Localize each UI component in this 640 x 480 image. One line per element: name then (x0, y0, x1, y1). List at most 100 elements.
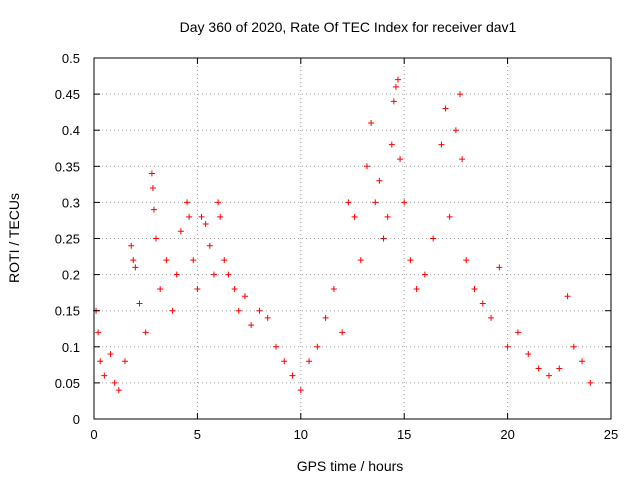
y-tick-label: 0.5 (62, 51, 80, 66)
data-point (496, 264, 503, 271)
data-point (459, 156, 466, 163)
data-point (397, 156, 404, 163)
data-point (281, 358, 288, 365)
data-point (372, 199, 379, 206)
y-tick-label: 0.35 (55, 159, 80, 174)
data-point (184, 199, 191, 206)
data-point (446, 213, 453, 220)
data-point (545, 372, 552, 379)
chart-title: Day 360 of 2020, Rate Of TEC Index for r… (180, 19, 517, 35)
data-point (97, 358, 104, 365)
data-point (217, 213, 224, 220)
y-tick-label: 0.05 (55, 376, 80, 391)
data-point (136, 300, 143, 307)
data-point (130, 257, 137, 264)
data-point (149, 184, 156, 191)
data-point (514, 329, 521, 336)
data-point (363, 163, 370, 170)
data-point (272, 343, 279, 350)
data-point (148, 170, 155, 177)
data-point (322, 314, 329, 321)
data-point (579, 358, 586, 365)
data-point (202, 221, 209, 228)
data-point (345, 199, 352, 206)
data-point (297, 387, 304, 394)
data-point (248, 322, 255, 329)
data-point (463, 257, 470, 264)
data-point (111, 379, 118, 386)
data-point (394, 76, 401, 83)
data-point (150, 206, 157, 213)
axis-ticks: 0 5 10 15 20 25 0 0.05 0.1 0.15 0.2 0.25 0.3 0.35 0.4 0… (55, 51, 619, 442)
y-tick-label: 0.45 (55, 87, 80, 102)
data-point (122, 358, 129, 365)
data-point (101, 372, 108, 379)
data-point (115, 387, 122, 394)
data-point (570, 343, 577, 350)
x-tick-label: 20 (500, 427, 514, 442)
data-point (401, 199, 408, 206)
data-point (471, 286, 478, 293)
data-point (357, 257, 364, 264)
data-point (392, 83, 399, 90)
data-point (289, 372, 296, 379)
grid-lines (94, 58, 611, 419)
x-tick-label: 10 (294, 427, 308, 442)
data-point (421, 271, 428, 278)
y-tick-label: 0.25 (55, 232, 80, 247)
data-point (380, 235, 387, 242)
data-point (525, 351, 532, 358)
data-point (430, 235, 437, 242)
data-point (442, 105, 449, 112)
data-point (194, 286, 201, 293)
data-point (198, 213, 205, 220)
data-point (95, 329, 102, 336)
data-point (330, 286, 337, 293)
data-point (128, 242, 135, 249)
data-point (177, 228, 184, 235)
data-point (564, 293, 571, 300)
data-point (376, 177, 383, 184)
plot-frame (93, 57, 612, 420)
x-tick-label: 0 (90, 427, 97, 442)
data-point (351, 213, 358, 220)
data-points (93, 76, 594, 394)
data-point (132, 264, 139, 271)
x-tick-label: 15 (397, 427, 411, 442)
data-point (235, 307, 242, 314)
data-point (390, 98, 397, 105)
data-point (314, 343, 321, 350)
y-tick-label: 0.4 (62, 123, 80, 138)
data-point (153, 235, 160, 242)
x-tick-label: 25 (604, 427, 618, 442)
data-point (438, 141, 445, 148)
data-point (504, 343, 511, 350)
y-tick-label: 0.1 (62, 340, 80, 355)
data-point (368, 119, 375, 126)
data-point (225, 271, 232, 278)
data-point (206, 242, 213, 249)
data-point (339, 329, 346, 336)
y-tick-label: 0.3 (62, 195, 80, 210)
data-point (413, 286, 420, 293)
data-point (457, 91, 464, 98)
x-tick-label: 5 (194, 427, 201, 442)
data-point (107, 351, 114, 358)
data-point (488, 314, 495, 321)
data-point (231, 286, 238, 293)
data-point (452, 127, 459, 134)
data-point (264, 314, 271, 321)
y-axis-label: ROTI / TECUs (6, 193, 22, 283)
y-tick-label: 0.15 (55, 304, 80, 319)
data-point (210, 271, 217, 278)
data-point (407, 257, 414, 264)
data-point (535, 365, 542, 372)
data-point (479, 300, 486, 307)
data-point (241, 293, 248, 300)
data-point (173, 271, 180, 278)
data-point (142, 329, 149, 336)
data-point (169, 307, 176, 314)
data-point (384, 213, 391, 220)
x-axis-label: GPS time / hours (297, 458, 404, 474)
